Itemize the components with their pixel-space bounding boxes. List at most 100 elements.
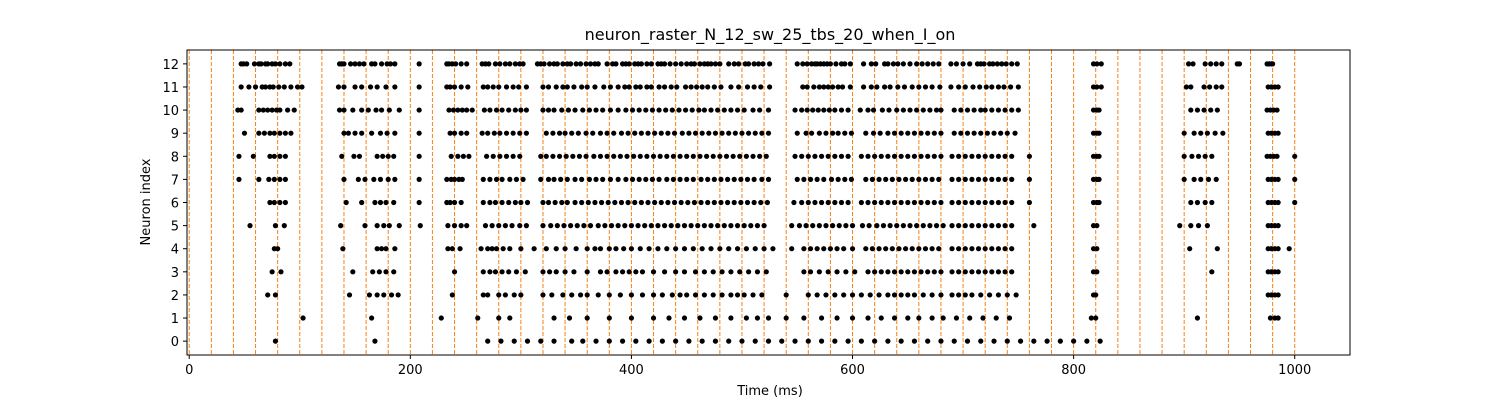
spike-point: [626, 61, 632, 67]
spike-point: [459, 107, 465, 113]
spike-point: [783, 315, 789, 321]
spike-point: [938, 199, 944, 206]
spike-point: [489, 223, 495, 229]
spike-point: [800, 84, 806, 90]
spike-point: [823, 223, 829, 229]
spike-point: [341, 107, 347, 113]
spike-point: [984, 130, 990, 136]
spike-point: [362, 176, 368, 182]
spike-point: [1026, 153, 1033, 159]
spike-point: [982, 199, 988, 206]
spike-point: [706, 130, 712, 136]
y-tick-label: 12: [162, 58, 179, 73]
spike-point: [971, 107, 977, 113]
spike-point: [816, 223, 822, 229]
spike-point: [445, 246, 451, 252]
spike-point: [512, 107, 518, 113]
spike-point: [721, 223, 727, 229]
spike-point: [895, 61, 901, 67]
spike-point: [718, 176, 724, 182]
spike-point: [879, 107, 885, 113]
spike-point: [378, 107, 385, 113]
spike-point: [801, 269, 807, 275]
spike-point: [989, 269, 995, 275]
spike-point: [863, 176, 869, 182]
spike-point: [891, 315, 898, 321]
spike-point: [710, 153, 716, 159]
spike-point: [898, 338, 904, 344]
spike-point: [617, 153, 623, 159]
x-tick-label: 400: [619, 363, 644, 378]
spike-point: [838, 153, 845, 159]
spike-point: [1181, 176, 1187, 182]
spike-point: [810, 107, 816, 113]
spike-point: [1017, 338, 1024, 344]
spike-point: [556, 130, 563, 136]
spike-point: [765, 107, 772, 113]
spike-point: [447, 84, 453, 90]
spike-point: [794, 130, 800, 136]
spike-point: [626, 84, 632, 90]
spike-point: [656, 84, 662, 90]
spike-point: [352, 61, 358, 67]
spike-point: [657, 153, 663, 159]
spike-point: [291, 107, 297, 113]
spike-point: [848, 130, 855, 136]
spike-point: [503, 153, 510, 159]
spike-point: [664, 176, 670, 182]
spike-point: [584, 246, 590, 252]
spike-point: [503, 84, 510, 90]
spike-point: [1009, 61, 1015, 67]
spike-point: [728, 269, 734, 275]
spike-point: [699, 246, 705, 252]
spike-point: [386, 223, 392, 229]
spike-point: [708, 61, 714, 67]
spike-point: [607, 176, 614, 182]
spike-point: [372, 61, 378, 67]
spike-point: [487, 199, 493, 206]
spike-point: [587, 223, 594, 229]
spike-point: [1031, 223, 1037, 229]
spike-point: [901, 84, 908, 90]
spike-point: [385, 153, 391, 159]
spike-point: [631, 153, 637, 159]
spike-point: [639, 269, 646, 275]
spike-point: [922, 246, 929, 252]
spike-point: [1015, 107, 1021, 113]
spike-point: [601, 84, 607, 90]
spike-point: [584, 292, 590, 298]
spike-point: [731, 199, 737, 206]
spike-point: [545, 176, 552, 182]
x-axis-ticks: 0 200 400 600 800 1000: [185, 355, 1311, 378]
spike-point: [982, 223, 988, 229]
spike-point: [669, 292, 675, 298]
spike-point: [849, 315, 856, 321]
spike-point: [815, 107, 821, 113]
spike-point: [369, 130, 375, 136]
spike-point: [416, 107, 422, 113]
spike-point: [538, 338, 544, 344]
spike-point: [531, 246, 537, 252]
y-tick-label: 8: [171, 150, 179, 165]
spike-point: [792, 338, 798, 344]
spike-point: [574, 223, 580, 229]
spike-point: [698, 176, 704, 182]
spike-point: [1188, 107, 1194, 113]
spike-point: [661, 223, 668, 229]
spike-point: [828, 176, 835, 182]
spike-point: [545, 107, 552, 113]
spike-point: [962, 223, 968, 229]
spike-point: [1206, 84, 1213, 90]
spike-point: [551, 107, 557, 113]
spike-point: [918, 199, 924, 206]
spike-point: [765, 315, 772, 321]
spike-point: [512, 61, 518, 67]
spike-point: [678, 61, 684, 67]
spike-point: [911, 130, 918, 136]
y-tick-label: 2: [171, 289, 179, 304]
spike-point: [288, 130, 294, 136]
spike-point: [238, 107, 244, 113]
spike-point: [1274, 107, 1280, 113]
spike-point: [708, 107, 714, 113]
spike-point: [554, 223, 560, 229]
